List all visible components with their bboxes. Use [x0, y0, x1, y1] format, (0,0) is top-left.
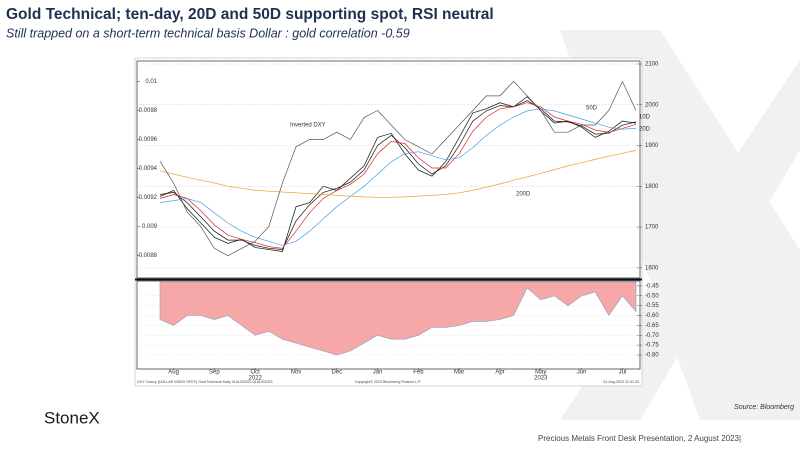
- x-tick-label: Jan: [373, 370, 383, 376]
- series-label: 10D: [639, 115, 651, 121]
- year-label: 2023: [534, 376, 548, 382]
- chart-footer-left: DXY Curncy (DOLLAR INDEX SPOT) Gold Tech…: [137, 380, 273, 384]
- series-label: 20D: [639, 127, 651, 133]
- y-tick-label: 0.0098: [139, 108, 158, 114]
- series-line: [159, 108, 637, 246]
- annotation: Inverted DXY: [290, 123, 326, 129]
- x-tick-label: Feb: [413, 370, 424, 376]
- x-tick-label: Jun: [577, 370, 587, 376]
- x-tick-label: Aug: [168, 370, 179, 376]
- y2-tick-label: 1800: [645, 184, 659, 190]
- series-label: 200D: [516, 192, 531, 198]
- plot-layer: 0.00880.0090.00920.00940.00960.00980.011…: [137, 62, 659, 382]
- y-tick-label: 0.0088: [139, 253, 158, 259]
- y-tick-label: -0.80: [645, 353, 659, 359]
- series-label: 50D: [586, 106, 598, 112]
- x-tick-label: Jul: [619, 370, 627, 376]
- series-line: [159, 150, 637, 198]
- source: Source: Bloomberg: [734, 404, 794, 411]
- x-tick-label: Oct: [251, 370, 261, 376]
- chart-footer-right: 01-Aug-2023 22:41:33: [603, 380, 639, 384]
- x-tick-label: Dec: [331, 370, 342, 376]
- presentation-footer: Precious Metals Front Desk Presentation,…: [538, 434, 741, 443]
- y2-tick-label: 1700: [645, 225, 659, 231]
- y-tick-label: -0.55: [645, 303, 659, 309]
- y-tick-label: 0.01: [145, 79, 157, 85]
- y2-tick-label: 1600: [645, 265, 659, 271]
- y2-tick-label: 2000: [645, 102, 659, 108]
- y-tick-label: -0.75: [645, 343, 659, 349]
- year-label: 2022: [249, 376, 263, 382]
- y-tick-label: -0.70: [645, 333, 659, 339]
- y-tick-label: -0.50: [645, 293, 659, 299]
- chart-footer-center: Copyright© 2023 Bloomberg Finance L.P.: [355, 380, 421, 384]
- y-tick-label: -0.60: [645, 313, 659, 319]
- slide-subtitle: Still trapped on a short-term technical …: [6, 26, 410, 40]
- series-line: [159, 102, 637, 249]
- y-tick-label: 0.0092: [139, 195, 158, 201]
- y-tick-label: 0.0096: [139, 137, 158, 143]
- logo: StoneX: [44, 408, 100, 427]
- x-tick-label: Nov: [291, 370, 302, 376]
- x-tick-label: Apr: [495, 370, 504, 376]
- y2-tick-label: 1900: [645, 143, 659, 149]
- slide-title: Gold Technical; ten-day, 20D and 50D sup…: [6, 6, 494, 23]
- x-tick-label: Mar: [454, 370, 464, 376]
- price-pane: [136, 60, 641, 279]
- y-tick-label: -0.65: [645, 323, 659, 329]
- series-line: [159, 100, 637, 250]
- x-tick-label: May: [535, 370, 546, 376]
- series-line: [159, 80, 637, 257]
- y2-tick-label: 2100: [645, 62, 659, 68]
- correlation-area: [159, 281, 637, 356]
- y-tick-label: -0.45: [645, 284, 659, 290]
- y-tick-label: 0.0094: [139, 166, 158, 172]
- x-tick-label: Sep: [209, 370, 220, 376]
